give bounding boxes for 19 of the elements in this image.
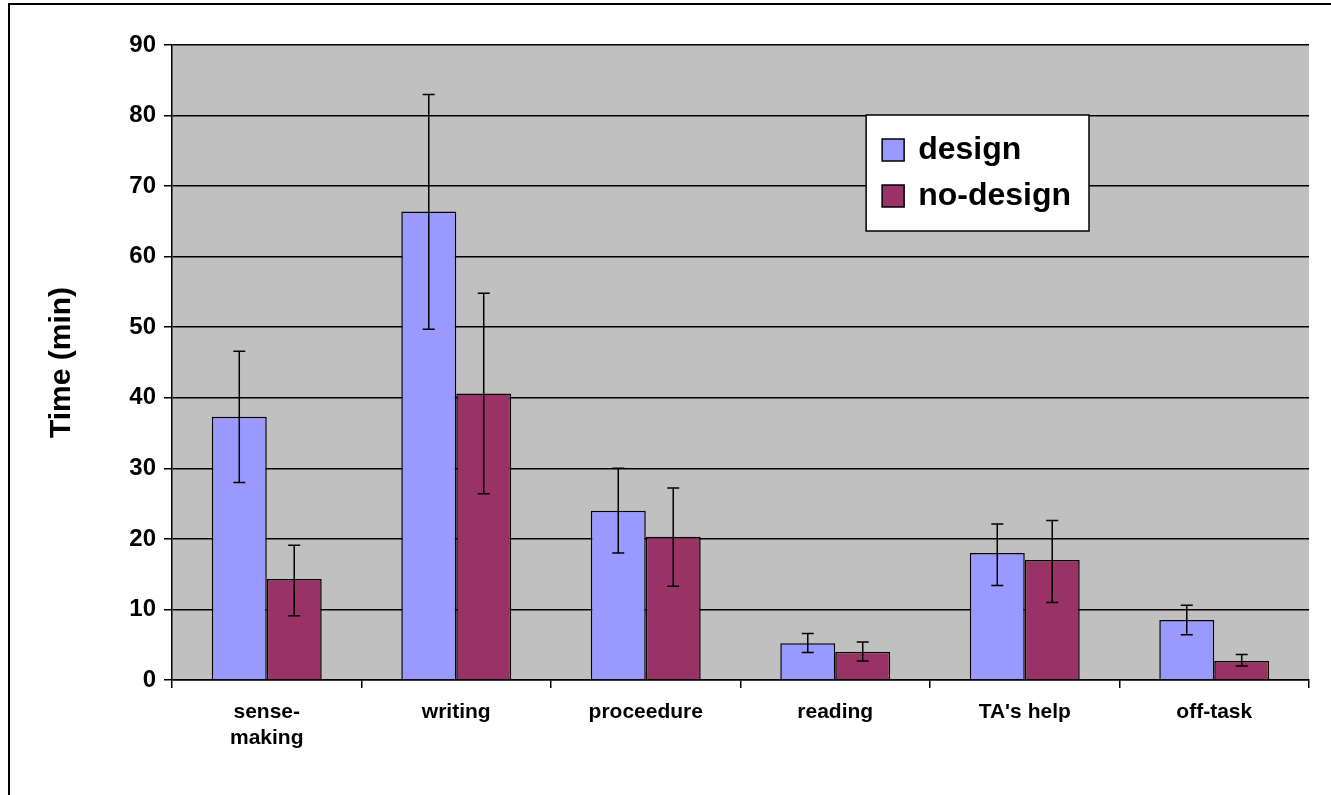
y-tick-label: 50 (129, 311, 156, 339)
y-tick-label: 30 (129, 452, 156, 480)
y-tick-label: 20 (129, 523, 156, 551)
legend-label: no-design (918, 175, 1071, 212)
y-tick-label: 60 (129, 241, 156, 269)
y-tick-label: 70 (129, 170, 156, 198)
x-tick-label: proceedure (588, 699, 703, 723)
legend-label: design (918, 129, 1022, 166)
x-tick-label: sense-making (229, 699, 304, 748)
y-axis-title: Time (min) (43, 286, 77, 439)
x-tick-label: TA's help (978, 699, 1071, 723)
y-tick-label: 0 (142, 664, 156, 692)
x-tick-label: writing (420, 699, 491, 723)
y-tick-label: 10 (129, 594, 156, 622)
y-tick-label: 80 (129, 100, 156, 128)
x-tick-label: reading (797, 699, 874, 723)
x-tick-label: off-task (1176, 699, 1253, 723)
y-tick-label: 40 (129, 382, 156, 410)
y-tick-label: 90 (129, 29, 156, 57)
